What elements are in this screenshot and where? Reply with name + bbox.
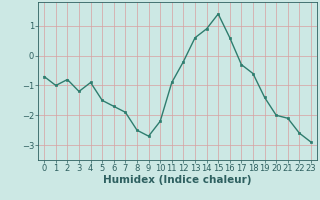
X-axis label: Humidex (Indice chaleur): Humidex (Indice chaleur) bbox=[103, 175, 252, 185]
